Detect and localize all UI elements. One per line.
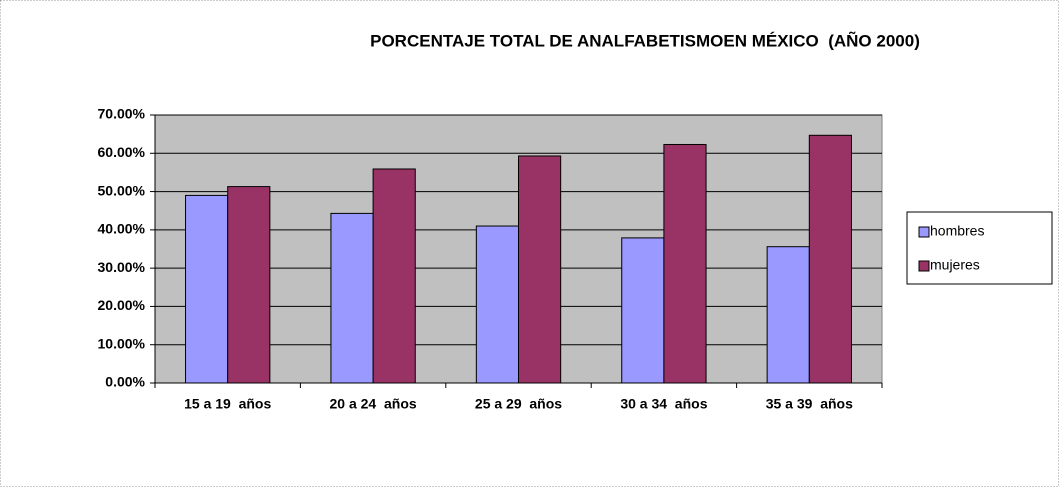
y-tick-label: 40.00% [98, 221, 146, 237]
y-tick-label: 30.00% [98, 259, 146, 275]
y-tick-label: 0.00% [105, 374, 145, 390]
bar [663, 143, 707, 384]
x-tick-label: 35 a 39 años [766, 396, 853, 412]
y-tick-label: 60.00% [98, 144, 146, 160]
y-tick-label: 10.00% [98, 335, 146, 351]
bar [475, 225, 520, 384]
x-tick-label: 30 a 34 años [620, 396, 707, 412]
bar [766, 246, 810, 384]
bar [185, 194, 229, 384]
bar [808, 134, 852, 384]
y-tick-label: 70.00% [98, 106, 146, 122]
legend-label: hombres [930, 223, 984, 239]
x-tick-label: 15 a 19 años [184, 396, 271, 412]
y-tick-label: 20.00% [98, 297, 146, 313]
legend-swatch [918, 260, 930, 272]
legend-label: mujeres [930, 257, 980, 273]
x-tick-label: 20 a 24 años [330, 396, 417, 412]
y-tick-label: 50.00% [98, 182, 146, 198]
bar [518, 155, 562, 384]
legend-swatch [918, 226, 930, 238]
legend-box [906, 211, 1053, 285]
bar [227, 186, 271, 384]
x-tick-label: 25 a 29 años [475, 396, 562, 412]
chart-title: PORCENTAJE TOTAL DE ANALFABETISMOEN MÉXI… [370, 30, 920, 50]
bar [372, 168, 416, 384]
bar [330, 212, 374, 384]
bar [621, 237, 665, 384]
